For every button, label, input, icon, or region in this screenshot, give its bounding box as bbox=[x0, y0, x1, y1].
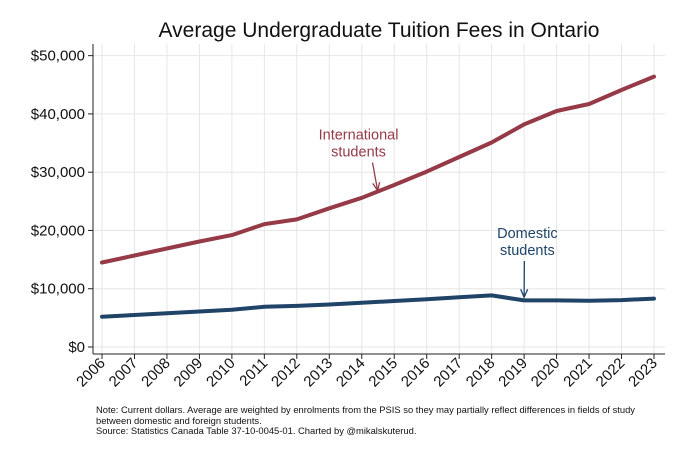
x-tick-label: 2015 bbox=[365, 355, 401, 391]
x-tick-label: 2022 bbox=[593, 355, 629, 391]
x-tick-label: 2023 bbox=[625, 355, 661, 391]
x-tick-label: 2012 bbox=[268, 355, 304, 391]
x-tick-label: 2006 bbox=[73, 355, 109, 391]
x-tick-label: 2010 bbox=[203, 355, 239, 391]
y-tick-label: $0 bbox=[68, 339, 85, 356]
x-axis-ticks: 2006200720082009201020112012201320142015… bbox=[73, 354, 661, 390]
x-tick-label: 2011 bbox=[236, 355, 271, 390]
x-tick-label: 2013 bbox=[301, 355, 337, 391]
x-tick-label: 2020 bbox=[528, 355, 564, 391]
x-tick-label: 2019 bbox=[495, 355, 531, 391]
annotation-arrow-head bbox=[372, 181, 381, 193]
domestic-series-line bbox=[100, 293, 656, 319]
x-tick-label: 2017 bbox=[430, 355, 466, 391]
gridlines bbox=[93, 44, 665, 354]
y-tick-label: $10,000 bbox=[31, 281, 85, 298]
note-line-1: Note: Current dollars. Average are weigh… bbox=[96, 404, 635, 415]
x-tick-label: 2007 bbox=[106, 355, 142, 391]
x-tick-label: 2021 bbox=[560, 355, 596, 391]
x-tick-label: 2014 bbox=[333, 355, 369, 391]
x-tick-label: 2018 bbox=[463, 355, 499, 391]
x-tick-label: 2009 bbox=[171, 355, 207, 391]
chart-notes: Note: Current dollars. Average are weigh… bbox=[96, 404, 666, 437]
axes bbox=[92, 44, 665, 355]
y-tick-label: $30,000 bbox=[31, 164, 85, 181]
y-tick-label: $40,000 bbox=[31, 106, 85, 123]
chart-title: Average Undergraduate Tuition Fees in On… bbox=[159, 19, 600, 42]
series-label: students bbox=[500, 243, 555, 259]
source-line: Source: Statistics Canada Table 37-10-00… bbox=[96, 425, 417, 437]
international-series-line bbox=[100, 74, 656, 265]
x-tick-label: 2016 bbox=[398, 355, 434, 391]
note-line-2: between domestic and foreign students. bbox=[96, 414, 262, 426]
annotation-arrow-head bbox=[520, 288, 529, 299]
y-axis-ticks: $0 $10,000 $20,000 $30,000 $40,000 $50,000 bbox=[31, 48, 93, 356]
series-label: students bbox=[331, 145, 386, 161]
series-label: Domestic bbox=[497, 226, 557, 242]
x-tick-label: 2008 bbox=[138, 355, 174, 391]
annotation-arrow-line bbox=[371, 162, 379, 191]
series-label: International bbox=[319, 128, 399, 144]
y-tick-label: $50,000 bbox=[31, 48, 85, 65]
series-lines bbox=[100, 74, 656, 319]
y-tick-label: $20,000 bbox=[31, 222, 85, 239]
